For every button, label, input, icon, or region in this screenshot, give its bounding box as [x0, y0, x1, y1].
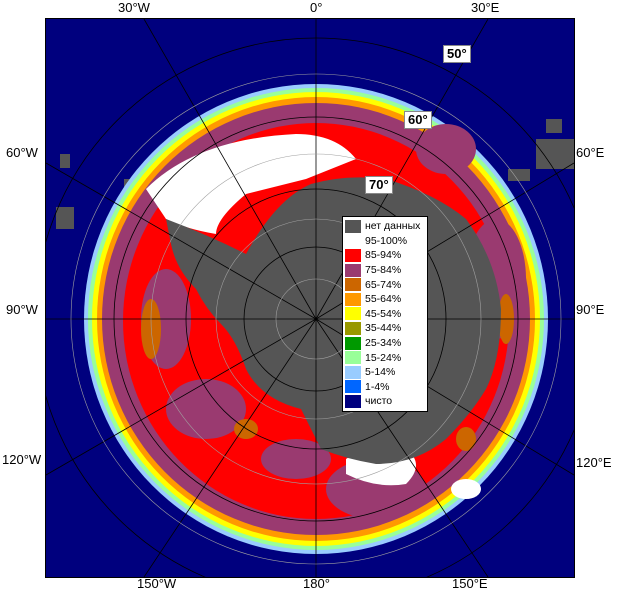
legend-item: 35-44% — [345, 321, 425, 336]
legend-label: 25-34% — [365, 337, 402, 350]
legend-swatch — [345, 351, 361, 365]
lon-label-120e: 120°E — [576, 455, 612, 470]
legend-label: нет данных — [365, 220, 421, 233]
no-data-specks — [56, 119, 574, 229]
legend-item: нет данных — [345, 219, 425, 234]
lon-label-30w: 30°W — [118, 0, 150, 15]
legend-item: 75-84% — [345, 263, 425, 278]
legend-label: 5-14% — [365, 366, 396, 379]
legend-swatch — [345, 234, 361, 248]
lon-label-0: 0° — [310, 0, 323, 15]
map-canvas — [46, 19, 574, 577]
legend-swatch — [345, 365, 361, 379]
graticule-minor — [70, 73, 562, 565]
legend: нет данных 95-100% 85-94% 75-84% 65-74% 55-64… — [342, 216, 428, 412]
legend-item: 25-34% — [345, 336, 425, 351]
legend-item: 5-14% — [345, 365, 425, 380]
lon-label-90w: 90°W — [6, 302, 38, 317]
legend-label: 95-100% — [365, 234, 408, 247]
legend-swatch — [345, 307, 361, 321]
legend-swatch — [345, 278, 361, 292]
lon-label-120w: 120°W — [2, 452, 42, 467]
legend-item: 85-94% — [345, 248, 425, 263]
ice-95-100-weddell — [146, 134, 356, 234]
legend-label: 1-4% — [365, 380, 390, 393]
legend-swatch — [345, 380, 361, 394]
lat-label-70: 70° — [365, 176, 393, 194]
lon-label-150e: 150°E — [452, 576, 488, 591]
legend-swatch — [345, 263, 361, 277]
legend-label: 75-84% — [365, 264, 402, 277]
legend-swatch — [345, 248, 361, 262]
lon-label-150w: 150°W — [137, 576, 177, 591]
legend-swatch — [345, 336, 361, 350]
lon-label-30e: 30°E — [471, 0, 500, 15]
legend-label: 65-74% — [365, 278, 402, 291]
lon-label-60e: 60°E — [576, 145, 605, 160]
legend-item: 65-74% — [345, 277, 425, 292]
legend-item: 95-100% — [345, 234, 425, 249]
legend-label: 35-44% — [365, 322, 402, 335]
lat-label-50: 50° — [443, 45, 471, 63]
lat-label-60: 60° — [404, 111, 432, 129]
legend-swatch — [345, 292, 361, 306]
legend-item: 1-4% — [345, 380, 425, 395]
sea-ice-map: 50° 60° 70° — [45, 18, 575, 578]
lon-label-60w: 60°W — [6, 145, 38, 160]
legend-label: чисто — [365, 395, 393, 408]
legend-label: 45-54% — [365, 307, 402, 320]
lon-label-180: 180° — [303, 576, 330, 591]
legend-item: чисто — [345, 394, 425, 409]
legend-label: 85-94% — [365, 249, 402, 262]
legend-label: 15-24% — [365, 351, 402, 364]
legend-swatch — [345, 394, 361, 408]
legend-swatch — [345, 219, 361, 233]
legend-item: 15-24% — [345, 350, 425, 365]
legend-label: 55-64% — [365, 293, 402, 306]
legend-swatch — [345, 321, 361, 335]
lon-label-90e: 90°E — [576, 302, 605, 317]
legend-item: 55-64% — [345, 292, 425, 307]
legend-item: 45-54% — [345, 307, 425, 322]
